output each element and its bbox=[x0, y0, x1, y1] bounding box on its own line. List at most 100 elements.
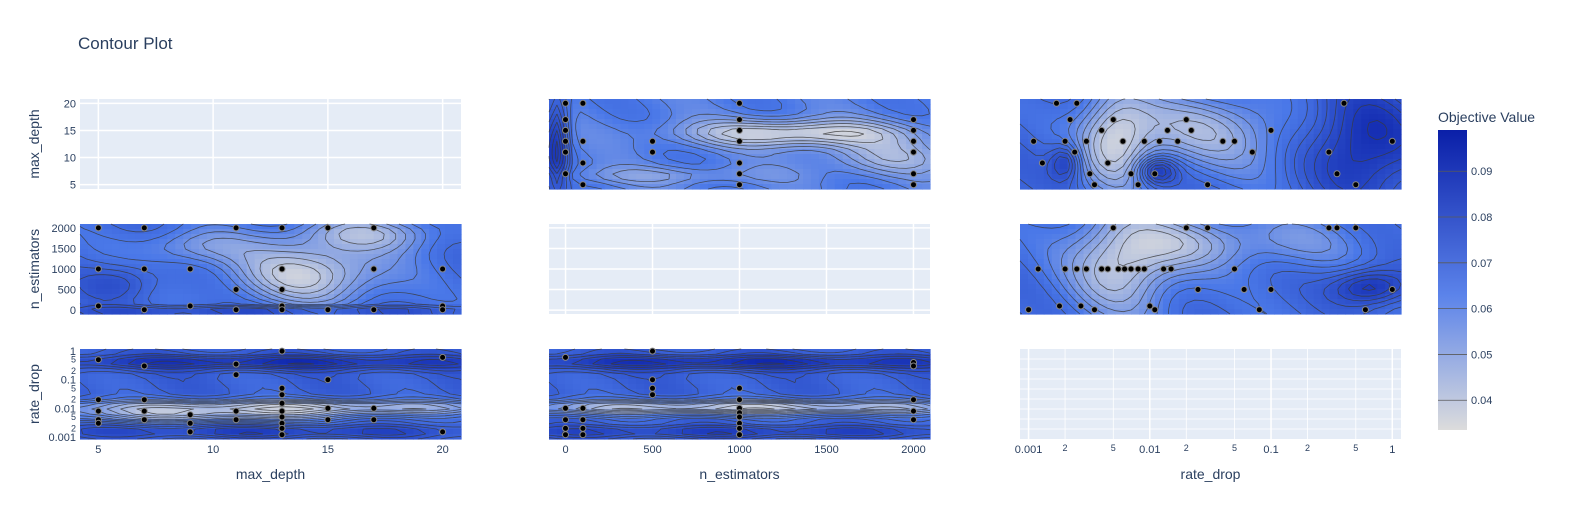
contour-cell bbox=[1385, 229, 1394, 235]
contour-cell bbox=[1075, 129, 1085, 135]
contour-cell bbox=[1345, 234, 1354, 240]
contour-cell bbox=[1075, 234, 1085, 240]
contour-cell bbox=[1218, 289, 1227, 295]
contour-cell bbox=[755, 384, 764, 390]
trial-point bbox=[1091, 306, 1098, 314]
contour-cell bbox=[588, 369, 598, 375]
contour-cell bbox=[747, 104, 756, 110]
contour-cell bbox=[1385, 124, 1394, 130]
contour-cell bbox=[747, 149, 756, 155]
contour-cell bbox=[389, 389, 399, 395]
contour-cell bbox=[874, 374, 883, 380]
contour-cell bbox=[159, 414, 168, 420]
contour-cell bbox=[397, 274, 407, 280]
contour-cell bbox=[1385, 114, 1394, 120]
contour-cell bbox=[1123, 184, 1132, 190]
contour-cell bbox=[660, 159, 669, 165]
contour-cell bbox=[1154, 109, 1164, 115]
contour-cell bbox=[1226, 284, 1235, 290]
contour-cell bbox=[1274, 254, 1283, 260]
contour-cell bbox=[922, 394, 931, 400]
contour-cell bbox=[135, 364, 145, 370]
contour-cell bbox=[167, 224, 176, 230]
contour-cell bbox=[87, 289, 97, 295]
contour-cell bbox=[1258, 239, 1267, 245]
contour-cell bbox=[1115, 289, 1124, 295]
contour-cell bbox=[334, 294, 343, 300]
contour-cell bbox=[421, 379, 430, 385]
contour-cell bbox=[1131, 149, 1140, 155]
contour-cell bbox=[810, 114, 820, 120]
contour-cell bbox=[699, 169, 709, 175]
contour-cell bbox=[1289, 289, 1299, 295]
contour-cell bbox=[262, 349, 272, 355]
contour-cell bbox=[795, 149, 804, 155]
trial-point bbox=[278, 391, 286, 399]
contour-cell bbox=[111, 239, 121, 245]
contour-cell bbox=[549, 149, 558, 155]
contour-cell bbox=[262, 364, 272, 370]
contour-cell bbox=[906, 174, 915, 180]
contour-cell bbox=[1281, 239, 1291, 245]
contour-cell bbox=[1107, 129, 1116, 135]
contour-cell bbox=[389, 354, 399, 360]
contour-cell bbox=[1281, 309, 1291, 315]
contour-cell bbox=[334, 394, 343, 400]
contour-cell bbox=[80, 239, 89, 245]
contour-cell bbox=[922, 129, 931, 135]
contour-cell bbox=[95, 424, 105, 430]
contour-cell bbox=[334, 359, 343, 365]
contour-cell bbox=[731, 124, 741, 130]
contour-cell bbox=[683, 134, 693, 140]
contour-cell bbox=[564, 354, 574, 360]
contour-cell bbox=[699, 369, 709, 375]
contour-cell bbox=[95, 309, 105, 315]
contour-cell bbox=[270, 359, 280, 365]
contour-cell bbox=[1131, 274, 1140, 280]
contour-cell bbox=[795, 129, 804, 135]
contour-cell bbox=[1139, 304, 1148, 310]
contour-cell bbox=[1281, 289, 1291, 295]
contour-cell bbox=[874, 104, 883, 110]
contour-cell bbox=[1178, 164, 1188, 170]
contour-cell bbox=[341, 249, 351, 255]
contour-cell bbox=[1091, 269, 1100, 275]
subplot-n_estimators-vs-n_estimators bbox=[549, 224, 930, 314]
contour-cell bbox=[1361, 124, 1370, 130]
contour-cell bbox=[381, 419, 391, 425]
contour-cell bbox=[421, 389, 430, 395]
contour-cell bbox=[1377, 149, 1386, 155]
contour-cell bbox=[1361, 299, 1370, 305]
contour-cell bbox=[1258, 264, 1267, 270]
contour-cell bbox=[103, 389, 113, 395]
contour-cell bbox=[1385, 164, 1394, 170]
contour-cell bbox=[882, 384, 891, 390]
contour-cell bbox=[803, 164, 812, 170]
contour-cell bbox=[1035, 229, 1045, 235]
contour-cell bbox=[310, 359, 319, 365]
contour-cell bbox=[763, 184, 772, 190]
contour-cell bbox=[818, 379, 828, 385]
contour-cell bbox=[922, 184, 931, 190]
contour-cell bbox=[1043, 184, 1053, 190]
contour-cell bbox=[763, 394, 772, 400]
contour-cell bbox=[1242, 259, 1251, 265]
contour-cell bbox=[318, 274, 327, 280]
contour-cell bbox=[1154, 164, 1164, 170]
contour-cell bbox=[731, 174, 741, 180]
contour-cell bbox=[644, 129, 653, 135]
contour-cell bbox=[556, 174, 566, 180]
contour-cell bbox=[135, 389, 145, 395]
contour-cell bbox=[1202, 154, 1212, 160]
contour-cell bbox=[413, 379, 422, 385]
contour-cell bbox=[1345, 244, 1354, 250]
contour-cell bbox=[429, 309, 438, 315]
contour-cell bbox=[1027, 99, 1037, 105]
contour-cell bbox=[691, 164, 701, 170]
contour-cell bbox=[874, 144, 883, 150]
contour-cell bbox=[111, 299, 121, 305]
contour-cell bbox=[1266, 229, 1275, 235]
contour-cell bbox=[429, 299, 438, 305]
contour-cell bbox=[127, 289, 137, 295]
contour-cell bbox=[326, 434, 335, 440]
